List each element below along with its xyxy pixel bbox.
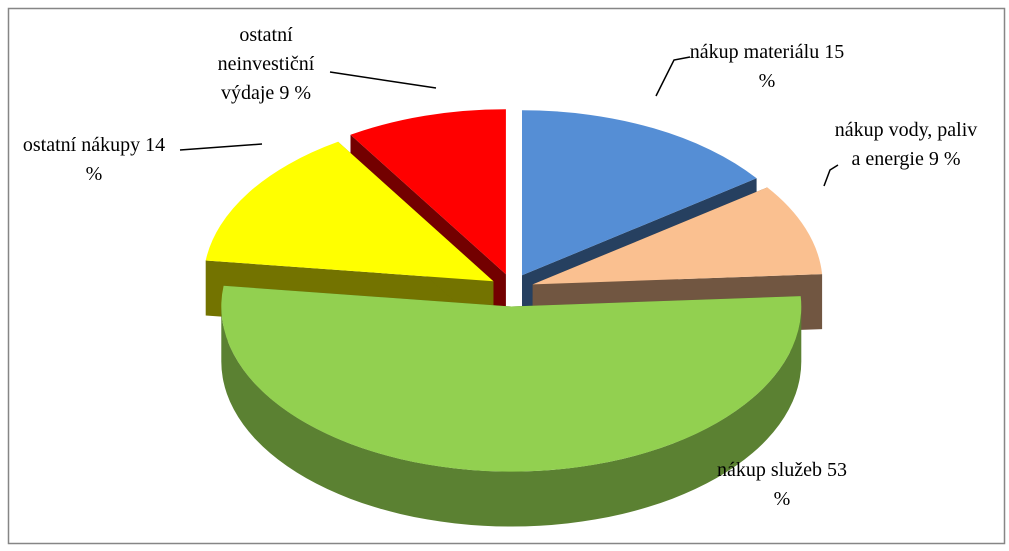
- label: nákup služeb 53 %: [712, 456, 852, 514]
- label: ostatní neinvestiční výdaje 9 %: [196, 21, 336, 108]
- slice: [350, 109, 506, 275]
- slice-wall: [221, 306, 802, 527]
- category-label: ostatní nákupy: [22, 134, 141, 156]
- slice: [221, 285, 802, 472]
- value-label: 53 %: [773, 459, 847, 510]
- slice: [532, 187, 823, 285]
- pie: [205, 109, 823, 527]
- value-label: 14 %: [85, 134, 166, 185]
- category-label: nákup vody, paliv a energie: [834, 119, 978, 170]
- value-label: 9 %: [928, 148, 961, 170]
- label: ostatní nákupy 14 %: [14, 131, 174, 189]
- chart-border: [7, 7, 1006, 545]
- label: nákup vody, paliv a energie 9 %: [832, 116, 980, 174]
- value-label: 9 %: [279, 82, 311, 104]
- leader-line: [329, 71, 437, 89]
- category-label: nákup materiálu: [689, 41, 820, 63]
- category-label: ostatní neinvestiční výdaje: [217, 24, 315, 104]
- leader-line: [823, 164, 839, 187]
- category-label: nákup služeb: [717, 459, 822, 481]
- value-label: 15 %: [758, 41, 845, 92]
- leader-line: [655, 56, 691, 97]
- label: nákup materiálu 15 %: [682, 38, 852, 96]
- slice: [205, 141, 494, 282]
- leader-line: [179, 143, 263, 151]
- slice: [522, 110, 757, 276]
